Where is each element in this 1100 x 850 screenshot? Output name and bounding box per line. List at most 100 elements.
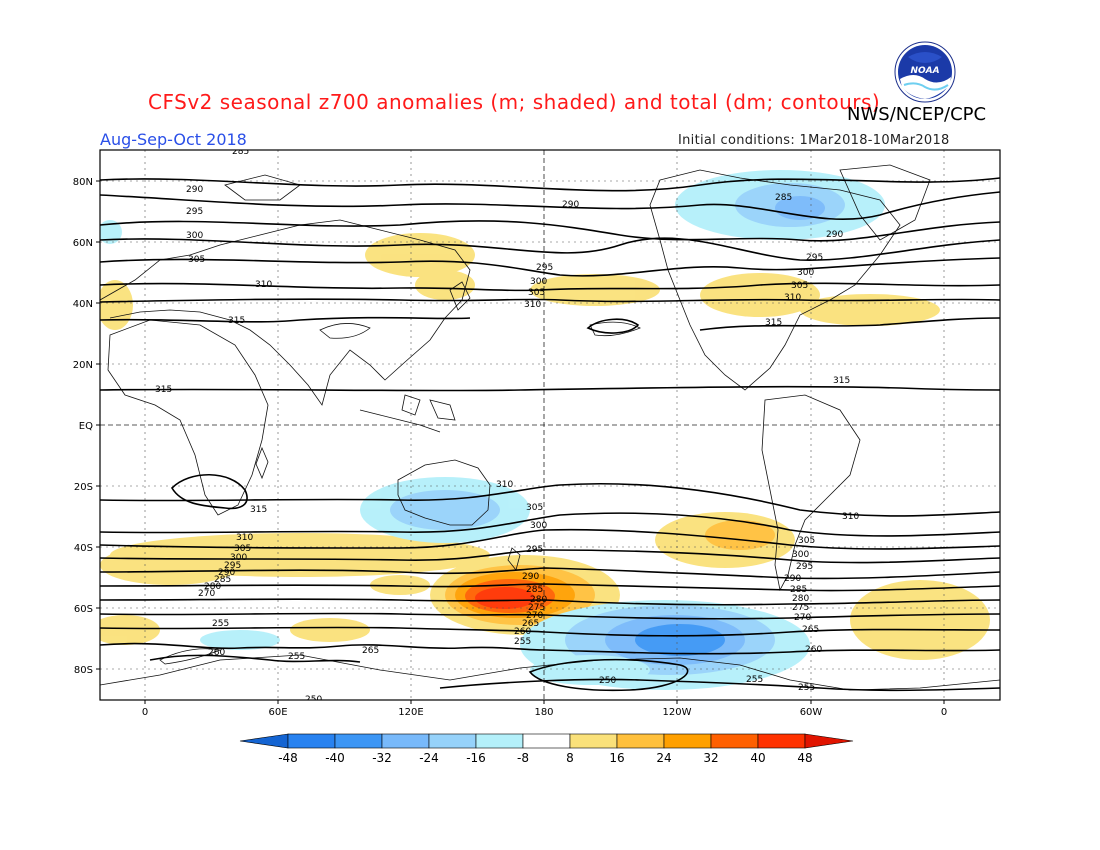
contour-label: 260 xyxy=(208,648,225,658)
contour-label: 275 xyxy=(528,603,545,613)
contour-label: 260 xyxy=(514,627,531,637)
equator-dateline xyxy=(100,150,1000,700)
contour-label: 300 xyxy=(792,550,809,560)
contour-label: 305 xyxy=(188,255,205,265)
colorbar-segment xyxy=(475,733,524,749)
contour-label: 255 xyxy=(288,652,305,662)
contour-label: 295 xyxy=(224,561,241,571)
contour-label: 250 xyxy=(305,695,322,705)
contour-label: 300 xyxy=(230,553,247,563)
contour-label: 310 xyxy=(842,512,859,522)
lat-label: 60S xyxy=(74,604,93,615)
contour-label: 305 xyxy=(234,544,251,554)
contour-label: 305 xyxy=(798,536,815,546)
lon-label: 0 xyxy=(142,707,148,718)
colorbar-segment xyxy=(522,733,571,749)
lon-label: 120W xyxy=(663,707,692,718)
lon-label: 0 xyxy=(941,707,947,718)
map-plot-area: 290 295 300 305 310 315 290 295 300 305 … xyxy=(100,147,1000,705)
contour-label: 305 xyxy=(791,281,808,291)
contour-label: 285 xyxy=(214,575,231,585)
colorbar-segment xyxy=(616,733,665,749)
contour-label: 265 xyxy=(362,646,379,656)
colorbar-tick-label: 32 xyxy=(703,751,718,765)
contour-label: 310 xyxy=(524,300,541,310)
contour-label: 300 xyxy=(186,231,203,241)
contour-label: 290 xyxy=(522,572,539,582)
contour-label: 315 xyxy=(833,376,850,386)
contour-label: 285 xyxy=(775,193,792,203)
contour-label: 300 xyxy=(797,268,814,278)
contour-label: 255 xyxy=(212,619,229,629)
latitude-labels: 80N 60N 40N 20N EQ 20S 40S 60S 80S xyxy=(73,177,93,676)
longitude-labels: 0 60E 120E 180 120W 60W 0 xyxy=(142,707,947,718)
contour-label: 290 xyxy=(218,568,235,578)
contour-label: 315 xyxy=(155,385,172,395)
noaa-logo: NOAA xyxy=(894,41,956,103)
colorbar-tick-label: -32 xyxy=(372,751,392,765)
contour-label: 285 xyxy=(232,147,249,157)
contour-label: 295 xyxy=(806,253,823,263)
contour-label: 310 xyxy=(496,480,513,490)
contour-label: 295 xyxy=(526,545,543,555)
colorbar: -48 -40 -32 -24 -16 -8 8 16 24 32 40 48 xyxy=(239,733,854,765)
contour-label: 310 xyxy=(784,293,801,303)
colorbar-segment xyxy=(757,733,806,749)
lon-label: 180 xyxy=(534,707,553,718)
anomaly-shading xyxy=(100,170,990,690)
colorbar-tick-label: 8 xyxy=(566,751,574,765)
contour-label: 315 xyxy=(250,505,267,515)
contour-labels: 290 295 300 305 310 315 290 295 300 305 … xyxy=(155,147,859,705)
contour-label: 280 xyxy=(792,594,809,604)
initial-conditions: Initial conditions: 1Mar2018-10Mar2018 xyxy=(678,133,950,148)
colorbar-tick-label: -40 xyxy=(325,751,345,765)
colorbar-tick-label: -48 xyxy=(278,751,298,765)
lon-label: 60E xyxy=(268,707,287,718)
colorbar-segment xyxy=(663,733,712,749)
contour-label: 290 xyxy=(826,230,843,240)
axis-ticks xyxy=(96,180,945,704)
colorbar-tick-label: -8 xyxy=(517,751,529,765)
contour-label: 255 xyxy=(514,637,531,647)
contour-label: 255 xyxy=(798,683,815,693)
contour-label: 270 xyxy=(198,589,215,599)
contour-label: 310 xyxy=(236,533,253,543)
lat-label: 80N xyxy=(73,177,93,188)
contour-label: 275 xyxy=(792,603,809,613)
contour-label: 260 xyxy=(805,645,822,655)
lat-label: 20N xyxy=(73,360,93,371)
contour-label: 265 xyxy=(522,619,539,629)
contour-label: 255 xyxy=(746,675,763,685)
map-title: CFSv2 seasonal z700 anomalies (m; shaded… xyxy=(148,90,881,114)
contour-label: 285 xyxy=(790,585,807,595)
colorbar-arrow-right xyxy=(804,733,854,749)
contour-label: 290 xyxy=(562,200,579,210)
lat-label: 80S xyxy=(74,665,93,676)
contour-label: 280 xyxy=(204,582,221,592)
lat-label: 60N xyxy=(73,238,93,249)
colorbar-tick-label: -24 xyxy=(419,751,439,765)
contour-label: 250 xyxy=(599,676,616,686)
contour-label: 280 xyxy=(530,595,547,605)
forecast-period: Aug-Sep-Oct 2018 xyxy=(100,130,247,149)
lat-label: 20S xyxy=(74,482,93,493)
contour-label: 295 xyxy=(186,207,203,217)
contour-label: 270 xyxy=(794,613,811,623)
contour-label: 300 xyxy=(530,277,547,287)
height-contours xyxy=(100,177,1000,692)
colorbar-segment xyxy=(381,733,430,749)
lat-label: 40S xyxy=(74,543,93,554)
lon-label: 120E xyxy=(398,707,423,718)
colorbar-tick-label: 48 xyxy=(797,751,812,765)
contour-label: 290 xyxy=(784,574,801,584)
contour-label: 315 xyxy=(228,316,245,326)
contour-label: 270 xyxy=(526,611,543,621)
colorbar-tick-label: 40 xyxy=(750,751,765,765)
colorbar-segment xyxy=(710,733,759,749)
colorbar-tick-label: -16 xyxy=(466,751,486,765)
contour-label: 315 xyxy=(765,318,782,328)
contour-label: 305 xyxy=(526,503,543,513)
colorbar-tick-label: 16 xyxy=(609,751,624,765)
colorbar-arrow-left xyxy=(239,733,289,749)
